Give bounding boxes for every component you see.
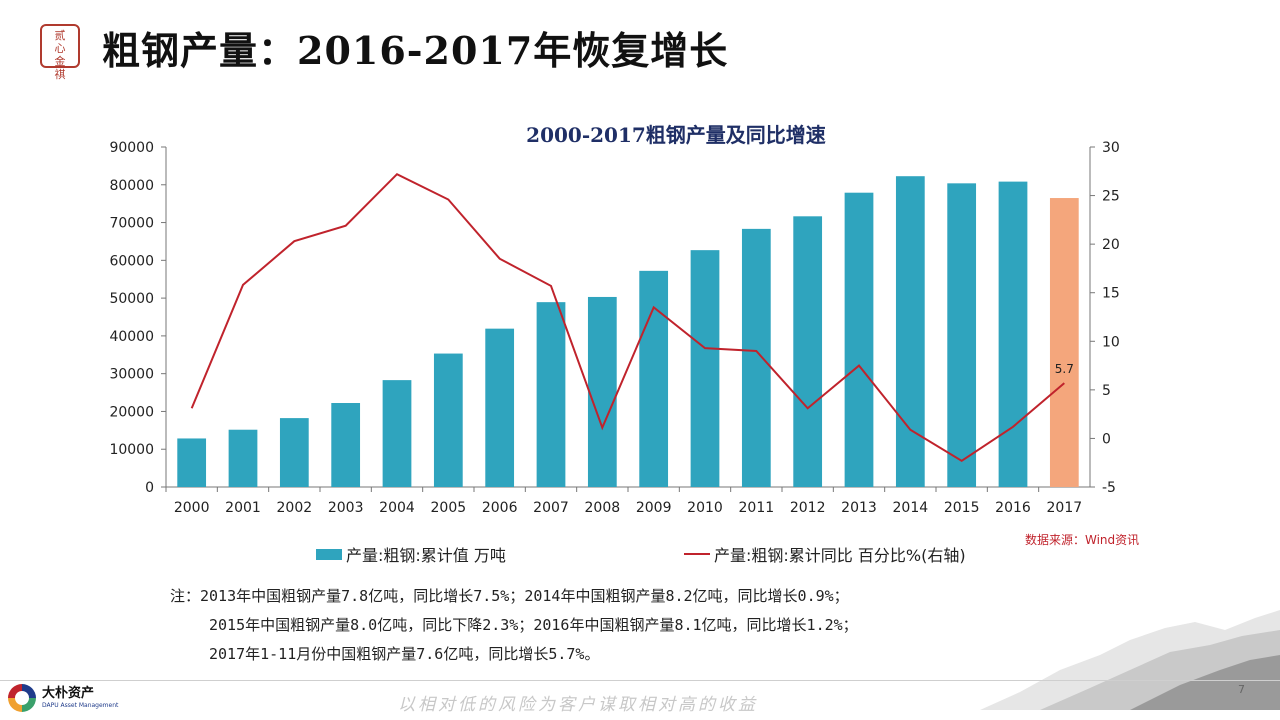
bar [382,380,412,487]
right-tick-label: 5 [1102,383,1111,399]
legend-item-production: 产量:粗钢:累计值 万吨 [316,542,506,566]
x-tick-label: 2011 [739,500,775,516]
left-tick-label: 60000 [109,253,154,269]
right-tick-label: 15 [1102,286,1120,302]
x-tick-label: 2002 [277,500,313,516]
x-tick-label: 2015 [944,500,980,516]
legend-item-yoy: 产量:粗钢:累计同比 百分比%(右轴) [684,542,966,566]
brand-logo-icon [8,684,36,712]
left-tick-label: 30000 [109,367,154,383]
left-tick-label: 90000 [109,140,154,156]
legend-bar-swatch [316,548,342,560]
legend-label-production: 产量:粗钢:累计值 万吨 [346,546,506,565]
bar [895,176,925,488]
x-tick-label: 2014 [893,500,929,516]
x-tick-label: 2009 [636,500,672,516]
brand-name-en: DAPU Asset Management [42,702,119,709]
bar [793,216,823,487]
note-line: 注：2013年中国粗钢产量7.8亿吨，同比增长7.5%；2014年中国粗钢产量8… [170,587,849,605]
right-tick-label: -5 [1102,480,1116,496]
seal-char: 贰 [54,29,66,42]
x-tick-label: 2007 [533,500,569,516]
right-tick-label: 30 [1102,140,1120,156]
x-tick-label: 2001 [225,500,261,516]
left-tick-label: 70000 [109,216,154,232]
x-tick-label: 2010 [687,500,723,516]
x-tick-label: 2000 [174,500,210,516]
page-number: 7 [1238,683,1245,696]
steel-output-chart: 2000-2017粗钢产量及同比增速 010000200003000040000… [109,123,1119,516]
left-tick-label: 10000 [109,442,154,458]
ink-landscape-decoration [980,610,1280,710]
yoy-line [190,172,1065,462]
footer-slogan: 以相对低的风险为客户谋取相对高的收益 [398,695,758,715]
bar [844,192,874,488]
x-tick-label: 2017 [1047,500,1083,516]
note-line: 2017年1-11月份中国粗钢产量7.6亿吨，同比增长5.7%。 [209,645,600,663]
seal-char: 金 [54,55,66,68]
left-tick-label: 50000 [109,291,154,307]
right-tick-label: 0 [1102,431,1111,447]
bar [177,438,207,487]
bar [998,181,1028,487]
right-tick-label: 10 [1102,334,1120,350]
bar [279,418,309,487]
bar [741,228,771,487]
bar [485,328,515,487]
footer-brand: 大朴资产 DAPU Asset Management [8,684,118,712]
bar [228,429,258,487]
left-tick-label: 20000 [109,404,154,420]
bar [536,302,566,487]
left-tick-label: 0 [145,480,154,496]
plot-area: 0100002000030000400005000060000700008000… [109,140,1119,516]
x-tick-label: 2016 [995,500,1031,516]
data-label: 5.7 [1055,362,1074,376]
x-tick-label: 2004 [379,500,415,516]
bar [1049,198,1079,487]
seal-char: 祺 [54,68,66,81]
right-tick-label: 20 [1102,237,1120,253]
slide-title: 粗钢产量：2016-2017年恢复增长 [102,28,729,73]
data-source: 数据来源：Wind资讯 [1025,533,1140,547]
legend-label-yoy: 产量:粗钢:累计同比 百分比%(右轴) [714,546,966,565]
notes-block: 注：2013年中国粗钢产量7.8亿吨，同比增长7.5%；2014年中国粗钢产量8… [170,582,858,669]
x-tick-label: 2005 [431,500,467,516]
seal-char: 心 [54,42,66,55]
right-tick-label: 25 [1102,189,1120,205]
x-tick-label: 2012 [790,500,826,516]
chart-title: 2000-2017粗钢产量及同比增速 [526,123,826,147]
bar [433,353,463,487]
legend-line-swatch [684,553,710,555]
x-tick-label: 2003 [328,500,364,516]
bar [587,296,617,487]
brand-name-cn: 大朴资产 [42,686,95,701]
footer-divider [0,680,1280,681]
bar [331,403,361,487]
x-tick-label: 2006 [482,500,518,516]
company-seal-logo: 贰 心 金 祺 [40,24,80,81]
note-line: 2015年中国粗钢产量8.0亿吨，同比下降2.3%；2016年中国粗钢产量8.1… [209,616,858,634]
bar [690,250,720,487]
bar [947,183,977,488]
bar [639,270,669,487]
x-tick-label: 2008 [585,500,621,516]
left-tick-label: 40000 [109,329,154,345]
left-tick-label: 80000 [109,178,154,194]
x-tick-label: 2013 [841,500,877,516]
